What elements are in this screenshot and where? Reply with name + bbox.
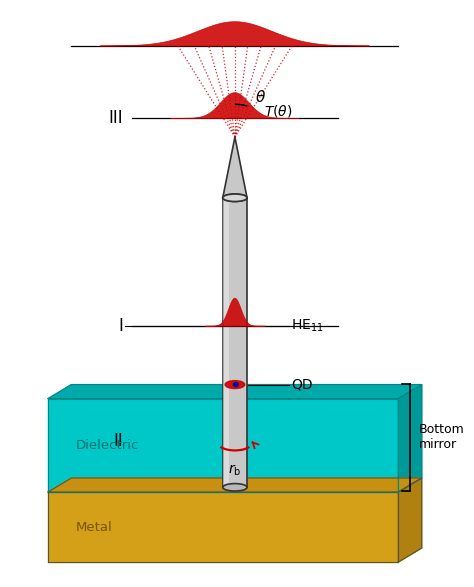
Text: III: III [108, 109, 123, 127]
Polygon shape [398, 384, 422, 492]
Polygon shape [398, 478, 422, 562]
Ellipse shape [234, 383, 238, 387]
Ellipse shape [223, 194, 247, 201]
Text: $T(\theta)$: $T(\theta)$ [264, 103, 292, 119]
Text: HE$_{11}$: HE$_{11}$ [292, 318, 324, 335]
Polygon shape [171, 93, 299, 119]
Polygon shape [100, 22, 369, 46]
Text: Dielectric: Dielectric [76, 439, 139, 452]
Polygon shape [48, 492, 398, 562]
Ellipse shape [223, 484, 247, 491]
Polygon shape [48, 384, 422, 399]
Bar [223, 198, 229, 487]
Polygon shape [205, 298, 265, 326]
Polygon shape [223, 137, 247, 198]
Text: I: I [118, 317, 123, 335]
Text: $r_{\mathrm{b}}$: $r_{\mathrm{b}}$ [228, 463, 242, 478]
Ellipse shape [223, 194, 247, 201]
Ellipse shape [225, 380, 245, 389]
Polygon shape [48, 478, 422, 492]
Text: Metal: Metal [76, 521, 113, 534]
Bar [223, 198, 247, 487]
Text: II: II [113, 431, 123, 450]
Text: QD: QD [292, 377, 313, 392]
Text: $\theta$: $\theta$ [255, 89, 265, 105]
Polygon shape [48, 399, 398, 492]
Text: Bottom
mirror: Bottom mirror [419, 423, 464, 451]
